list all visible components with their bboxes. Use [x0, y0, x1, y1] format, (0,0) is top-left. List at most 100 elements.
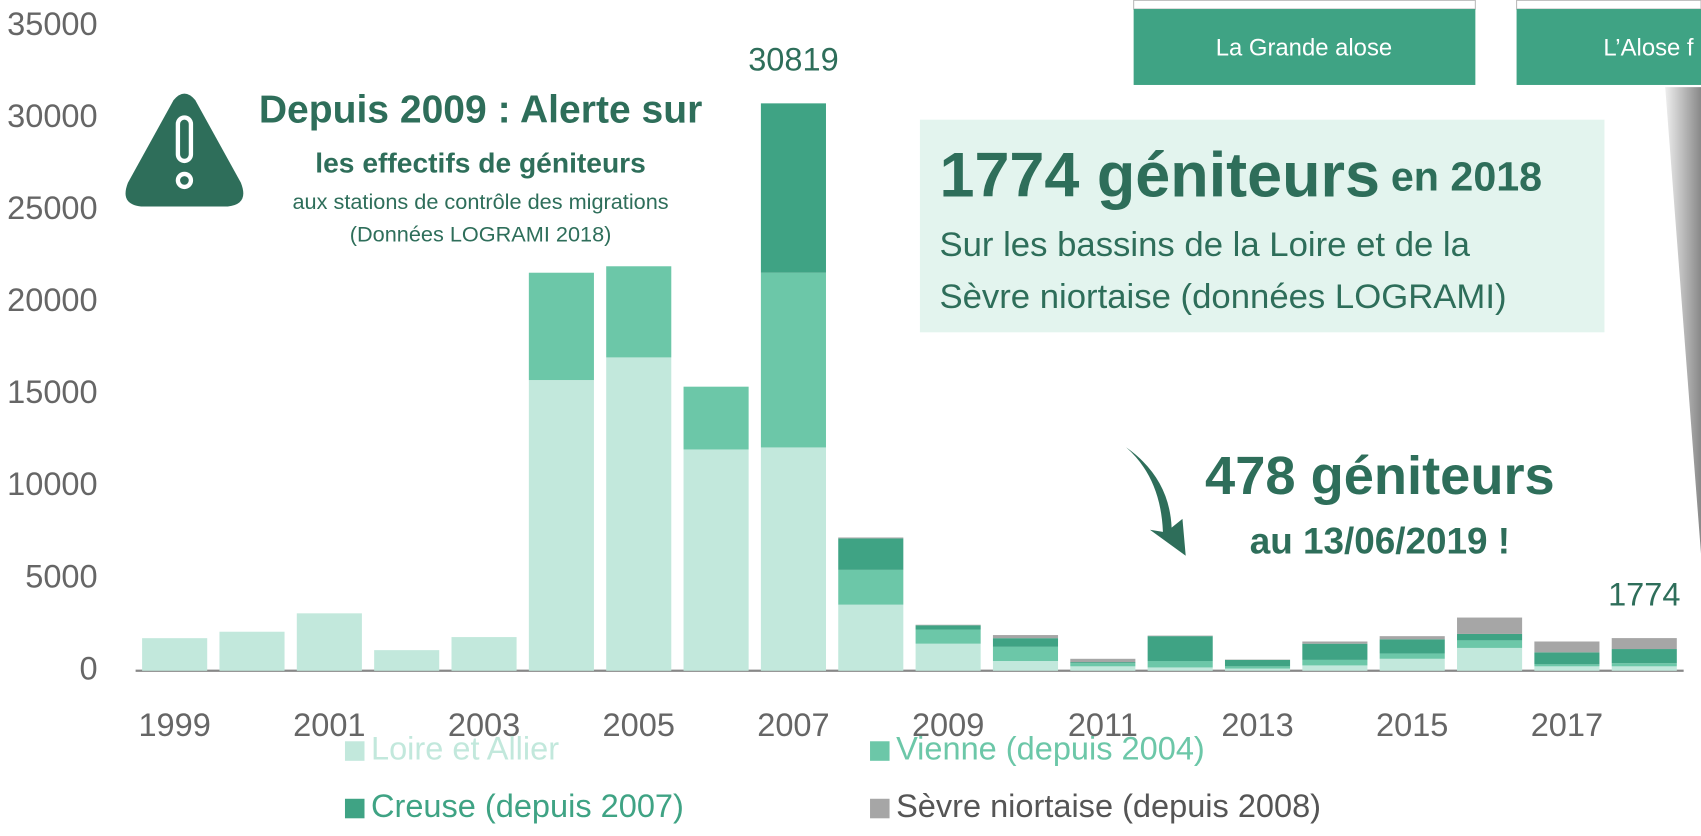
bar-segment — [992, 661, 1059, 671]
info-text: Sèvre niortaise (données LOGRAMI) — [939, 278, 1506, 316]
y-tick-label: 35000 — [7, 6, 97, 42]
bar-segment — [296, 613, 362, 671]
y-tick-label: 25000 — [7, 190, 97, 226]
legend-label: Loire et Allier — [371, 731, 559, 767]
bar-segment — [838, 537, 904, 539]
bar-segment — [1379, 658, 1445, 671]
bar-segment — [606, 357, 672, 671]
bar-segment — [219, 631, 285, 671]
legend-label: Vienne (depuis 2004) — [896, 731, 1205, 767]
y-tick-label: 20000 — [7, 282, 97, 318]
bar-segment — [1379, 639, 1445, 654]
info-small: en 2018 — [1391, 153, 1542, 199]
info-text: Sur les bassins de la Loire et de la — [939, 226, 1470, 264]
y-tick-label: 10000 — [7, 466, 97, 502]
bar-segment — [1147, 636, 1213, 662]
bar-segment — [1070, 662, 1136, 664]
total-label: 30819 — [748, 42, 838, 78]
bar-segment — [142, 638, 208, 671]
x-tick-label: 2001 — [293, 707, 365, 743]
button-label[interactable]: La Grande alose — [1216, 34, 1392, 61]
legend-swatch — [344, 798, 365, 819]
button-label[interactable]: L’Alose f — [1603, 34, 1694, 61]
bar-segment — [1611, 663, 1677, 667]
bar-segment — [1379, 653, 1445, 659]
callout-title: 478 géniteurs — [1205, 446, 1555, 506]
bar-segment — [1224, 666, 1291, 669]
x-tick-label: 2009 — [912, 707, 984, 743]
x-tick-label: 2005 — [603, 707, 675, 743]
alert-icon — [125, 93, 244, 207]
total-label: 1774 — [1608, 576, 1680, 612]
alert-icon — [175, 115, 194, 164]
y-tick-label: 5000 — [25, 558, 97, 594]
legend-label: Sèvre niortaise (depuis 2008) — [896, 788, 1321, 824]
bar-segment — [606, 266, 672, 358]
bar-segment — [528, 380, 594, 671]
bar-segment — [1302, 659, 1368, 666]
button[interactable] — [1133, 9, 1476, 85]
bar-segment — [992, 646, 1059, 662]
bar-segment — [992, 638, 1059, 647]
bar-segment — [915, 629, 981, 644]
alert-title: Depuis 2009 : Alerte sur — [259, 88, 702, 131]
bar-segment — [1534, 664, 1600, 667]
x-tick-label: 1999 — [138, 707, 210, 743]
callout-text: au 13/06/2019 ! — [1250, 521, 1510, 562]
bar-segment — [1457, 633, 1523, 641]
legend-swatch — [344, 741, 365, 761]
bar-segment — [1224, 668, 1291, 671]
bar-segment — [760, 103, 826, 273]
bar-segment — [1070, 666, 1136, 671]
bar-segment — [915, 625, 981, 630]
bar-segment — [1457, 617, 1523, 634]
bar-segment — [1147, 635, 1213, 637]
arrow — [1126, 447, 1186, 556]
bar-segment — [1302, 665, 1368, 671]
bar-segment — [760, 447, 826, 671]
y-tick-label: 0 — [80, 650, 98, 686]
bar-segment — [528, 272, 594, 381]
x-tick-label: 2007 — [757, 707, 829, 743]
bar-segment — [760, 272, 826, 448]
x-tick-label: 2015 — [1376, 707, 1448, 743]
bar-segment — [1302, 641, 1368, 644]
bar-segment — [1611, 666, 1677, 671]
bar-segment — [1070, 658, 1136, 663]
bar-segment — [1070, 663, 1136, 667]
bar-segment — [838, 604, 904, 671]
button-top — [1133, 0, 1476, 10]
bar-segment — [1611, 649, 1677, 664]
alert-text: les effectifs de géniteurs — [315, 147, 646, 179]
x-tick-label: 2003 — [448, 707, 520, 743]
bar-segment — [838, 569, 904, 605]
bar-segment — [683, 449, 749, 671]
info-box — [919, 119, 1605, 333]
button[interactable] — [1516, 9, 1701, 85]
bar-segment — [1534, 666, 1600, 671]
bar-segment — [915, 624, 981, 626]
info-title: 1774 géniteurs en 2018 — [939, 140, 1542, 210]
bar-segment — [1302, 643, 1368, 660]
legend-swatch — [870, 741, 890, 761]
bar-segment — [1534, 652, 1600, 665]
bar-segment — [838, 538, 904, 570]
alert-text: aux stations de contrôle des migrations — [293, 189, 669, 214]
alert-text: (Données LOGRAMI 2018) — [350, 221, 612, 246]
bar-segment — [1457, 647, 1523, 671]
x-tick-label: 2011 — [1068, 707, 1138, 743]
x-tick-label: 2017 — [1531, 707, 1603, 743]
bar-segment — [1457, 640, 1523, 648]
photo — [1665, 87, 1701, 554]
bar-segment — [1147, 667, 1213, 671]
y-tick-label: 30000 — [7, 98, 97, 134]
bar-segment — [1147, 661, 1213, 668]
bar-segment — [1379, 636, 1445, 640]
bar-segment — [1611, 638, 1677, 650]
bar-segment — [374, 650, 440, 671]
legend-label: Creuse (depuis 2007) — [371, 788, 684, 824]
x-tick-label: 2013 — [1221, 707, 1293, 743]
y-tick-label: 15000 — [7, 374, 97, 410]
